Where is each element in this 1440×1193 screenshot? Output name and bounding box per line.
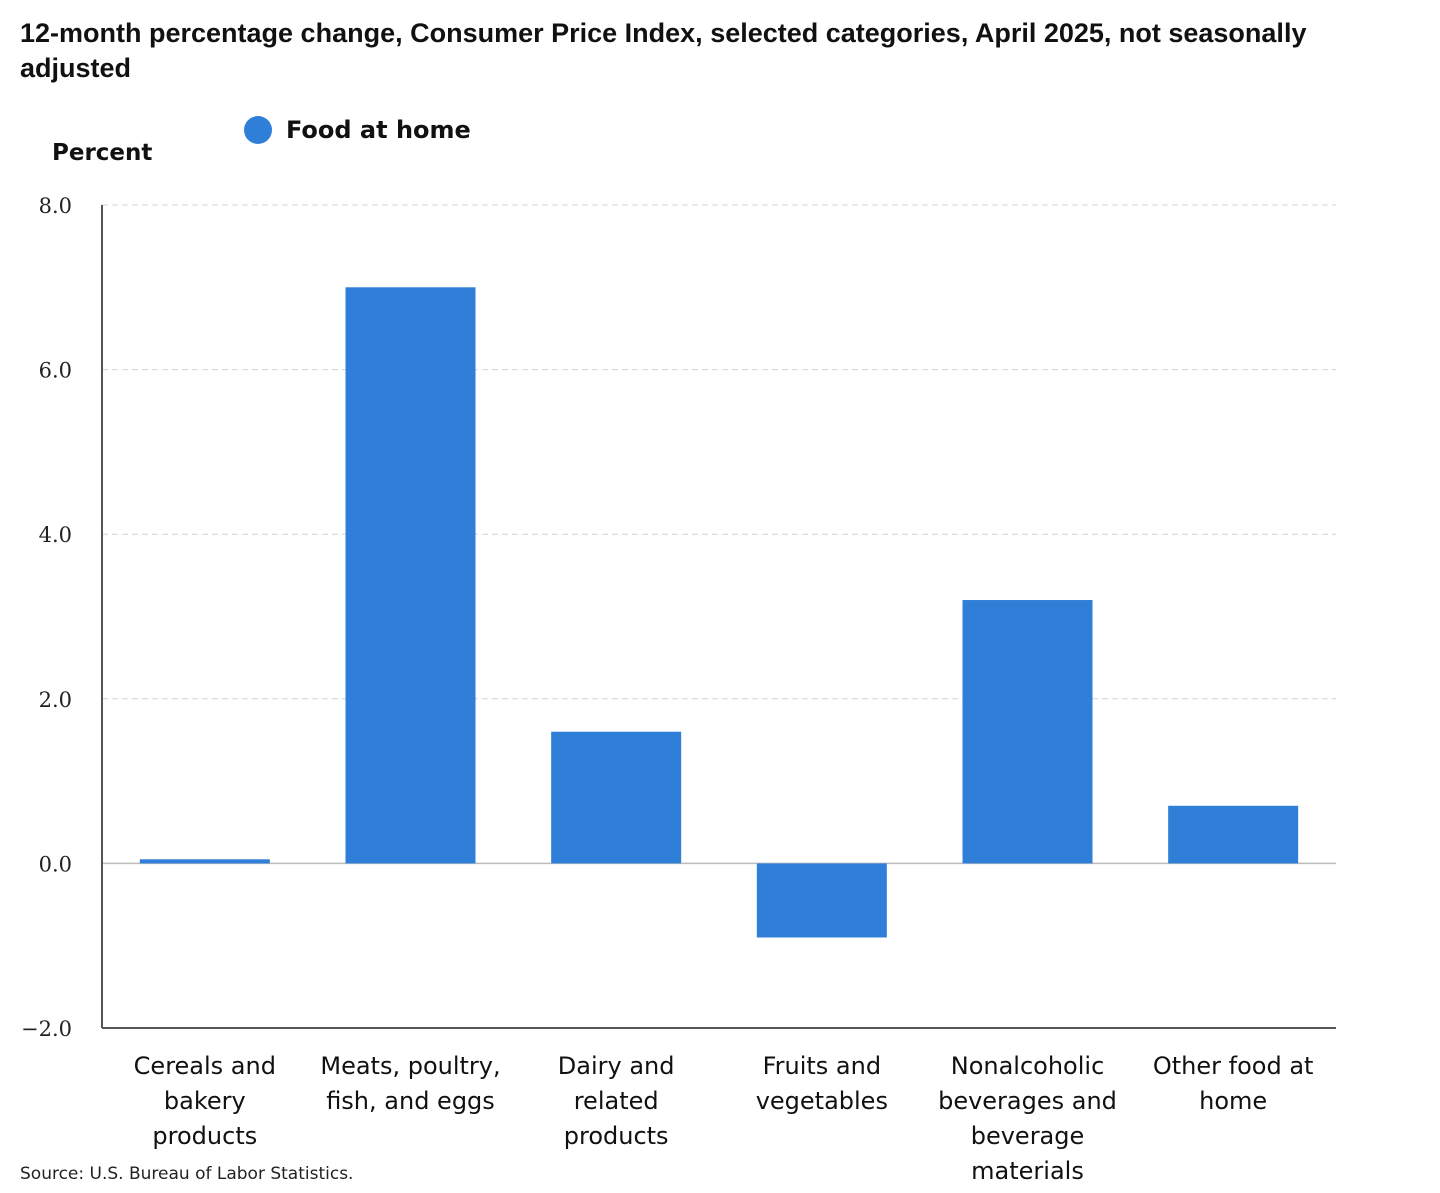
y-tick-label: −2.0 bbox=[21, 1017, 72, 1041]
bar bbox=[962, 600, 1093, 864]
y-tick-label: 0.0 bbox=[39, 852, 72, 876]
x-category-label: Meats, poultry, fish, and eggs bbox=[320, 1052, 500, 1115]
y-tick-label: 6.0 bbox=[39, 359, 72, 383]
x-category-label: Other food at home bbox=[1153, 1052, 1314, 1115]
bar bbox=[551, 731, 682, 864]
source-note: Source: U.S. Bureau of Labor Statistics. bbox=[20, 1164, 354, 1184]
legend-swatch-food-at-home bbox=[244, 116, 272, 144]
x-category-label: Cereals and bakery products bbox=[134, 1052, 276, 1150]
x-category-label: Nonalcoholic beverages and beverage materia… bbox=[938, 1052, 1117, 1185]
x-category-label: Dairy and related products bbox=[558, 1052, 675, 1150]
bar bbox=[1168, 805, 1299, 864]
bar bbox=[345, 287, 476, 864]
legend: Food at home bbox=[244, 116, 471, 144]
legend-label-food-at-home: Food at home bbox=[286, 116, 471, 144]
bar bbox=[756, 863, 887, 938]
bar bbox=[139, 859, 270, 864]
y-tick-label: 8.0 bbox=[39, 194, 72, 218]
chart-title: 12-month percentage change, Consumer Pri… bbox=[20, 18, 1307, 83]
x-category-label: Fruits and vegetables bbox=[756, 1052, 888, 1115]
y-tick-label: 4.0 bbox=[39, 523, 72, 547]
y-axis-title: Percent bbox=[52, 140, 153, 166]
y-tick-label: 2.0 bbox=[39, 688, 72, 712]
